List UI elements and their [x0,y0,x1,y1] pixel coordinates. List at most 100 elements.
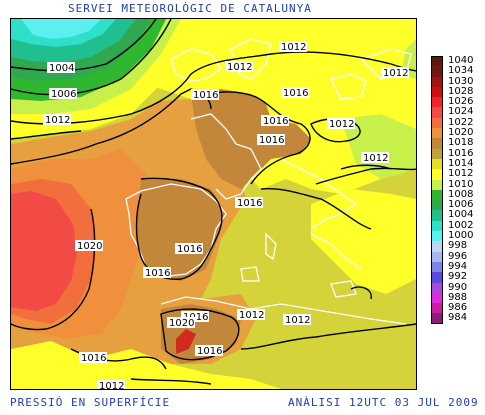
isobar-label: 1012 [327,118,355,130]
legend-row: 984 [430,312,485,324]
isobar-label: 1016 [257,134,285,146]
legend-label: 1030 [448,75,474,87]
legend-label: 1014 [448,157,474,169]
legend-swatch [431,86,443,98]
svg-text:1016: 1016 [193,90,218,101]
isobar-label: 1016 [191,89,219,101]
legend-swatch [431,189,443,201]
legend-label: 1004 [448,209,474,221]
band-1000-nw [21,19,101,39]
legend-row: 1000 [430,230,485,242]
coastlines [125,38,412,325]
legend-swatch [431,97,443,108]
legend-row: 1002 [430,219,485,232]
legend-label: 990 [448,281,468,293]
legend-row: 1020 [430,127,485,139]
legend-swatch [431,158,443,170]
legend-row: 996 [430,250,485,262]
legend-swatch [431,76,443,87]
map-title: SERVEI METEOROLÒGIC DE CATALUNYA [68,2,312,15]
legend-swatch [431,220,443,232]
svg-text:1016: 1016 [283,88,308,99]
legend-label: 994 [448,260,468,272]
legend-row: 1012 [430,168,485,180]
legend-label: 1012 [448,168,474,180]
svg-text:1012: 1012 [227,62,252,73]
legend-row: 998 [430,240,485,252]
svg-text:1016: 1016 [237,198,262,209]
legend-swatch [431,210,443,221]
isobar-label: 1016 [175,243,203,255]
legend-swatch [431,261,443,273]
svg-text:1012: 1012 [383,68,408,79]
legend-swatch [431,179,443,190]
analysis-time: ANÀLISI 12UTC 03 JUL 2009 [288,396,479,409]
svg-text:1016: 1016 [145,268,170,279]
legend-swatch [431,169,443,180]
legend-label: 984 [448,312,468,324]
legend-label: 992 [448,271,468,283]
svg-text:1016: 1016 [263,116,288,127]
legend-swatch [431,128,443,139]
legend-label: 1016 [448,147,474,159]
legend-label: 1024 [448,106,474,118]
svg-text:1012: 1012 [281,42,306,53]
legend-label: 1028 [448,85,474,97]
isobar-label: 1016 [79,352,107,364]
isobar-label: 1012 [237,309,265,321]
legend-label: 1008 [448,188,474,200]
isobar-label: 1006 [49,88,77,100]
legend-swatch [431,138,443,149]
svg-text:1016: 1016 [197,346,222,357]
isobar-label: 1012 [279,41,307,53]
isobar-label: 1016 [181,311,209,323]
pressure-map: 1004 1006 1012 1012 1012 1012 1012 1012 … [10,18,417,390]
legend-label: 988 [448,291,468,303]
legend-row: 1034 [430,65,485,77]
legend-row: 1030 [430,75,485,87]
legend-swatch [431,107,443,118]
legend-label: 998 [448,240,468,252]
legend-swatch [431,200,443,211]
product-name: PRESSIÓ EN SUPERFÍCIE [10,396,171,409]
legend-row: 1026 [430,96,485,108]
legend-row: 1028 [430,85,485,98]
legend-label: 1040 [448,55,474,66]
svg-text:1012: 1012 [363,153,388,164]
isobar-lines [11,19,416,385]
band-1016-france [191,89,311,189]
legend-swatch [431,56,443,67]
legend-row: 1024 [430,106,485,118]
legend-label: 986 [448,302,468,314]
legend-swatch [431,313,443,324]
legend-row: 990 [430,281,485,293]
legend-label: 996 [448,250,468,262]
isobar-label: 1012 [283,314,311,326]
isobar-label: 1016 [143,267,171,279]
legend-label: 1002 [448,219,474,231]
pressure-map-canvas: 1004 1006 1012 1012 1012 1012 1012 1012 … [11,19,416,389]
legend-row: 994 [430,260,485,273]
isobar-label: 1016 [261,115,289,127]
svg-text:1012: 1012 [329,119,354,130]
legend-swatch [431,272,443,283]
svg-text:1004: 1004 [49,63,74,74]
legend-label: 1000 [448,230,474,242]
isobar-label: 1016 [235,197,263,209]
legend-swatch [431,241,443,252]
legend-row: 1022 [430,116,485,129]
legend-row: 1006 [430,199,485,211]
legend-label: 1034 [448,65,474,77]
svg-text:1012: 1012 [45,115,70,126]
legend-swatch [431,66,443,77]
svg-text:1012: 1012 [239,310,264,321]
svg-text:1006: 1006 [51,89,76,100]
band-1016-land [136,179,226,281]
legend-swatch [431,117,443,129]
legend-label: 1022 [448,116,474,128]
isobar-label: 1012 [361,152,389,164]
isobar-label: 1016 [281,87,309,99]
legend-swatch [431,282,443,293]
isobar-label: 1012 [225,61,253,73]
legend-row: 1016 [430,147,485,159]
